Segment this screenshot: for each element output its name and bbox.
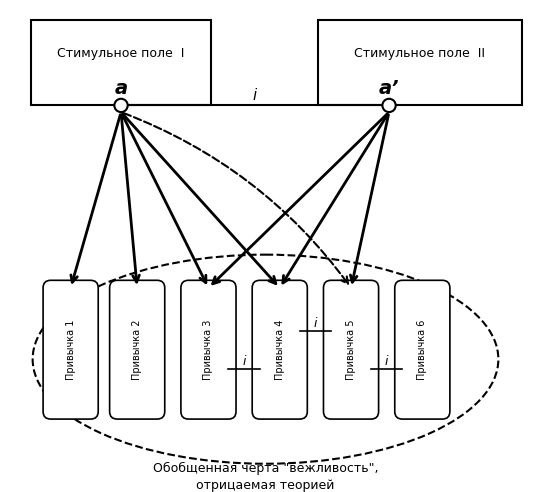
Bar <box>31 20 211 105</box>
FancyBboxPatch shape <box>181 280 236 419</box>
Text: Обобщенная черта "вежливость",: Обобщенная черта "вежливость", <box>153 462 378 475</box>
Text: i: i <box>385 355 388 368</box>
Text: i: i <box>243 355 246 368</box>
FancyBboxPatch shape <box>323 280 378 419</box>
FancyBboxPatch shape <box>252 280 307 419</box>
Text: a: a <box>114 79 128 98</box>
Text: i: i <box>314 316 317 330</box>
Text: Привычка 4: Привычка 4 <box>275 319 285 380</box>
Circle shape <box>382 99 395 112</box>
Text: Привычка 2: Привычка 2 <box>132 319 142 380</box>
FancyBboxPatch shape <box>109 280 165 419</box>
Text: Привычка 1: Привычка 1 <box>65 319 76 380</box>
Bar <box>318 20 522 105</box>
Text: Стимульное поле  II: Стимульное поле II <box>354 47 486 60</box>
Text: Привычка 5: Привычка 5 <box>346 319 356 380</box>
Text: Стимульное поле  I: Стимульное поле I <box>57 47 185 60</box>
Text: отрицаемая теорией: отрицаемая теорией <box>196 479 335 492</box>
FancyBboxPatch shape <box>395 280 450 419</box>
Text: a’: a’ <box>379 79 399 98</box>
FancyBboxPatch shape <box>43 280 98 419</box>
Text: i: i <box>253 89 257 103</box>
Circle shape <box>114 99 128 112</box>
Text: Привычка 6: Привычка 6 <box>417 319 427 380</box>
Text: Привычка 3: Привычка 3 <box>204 319 213 380</box>
